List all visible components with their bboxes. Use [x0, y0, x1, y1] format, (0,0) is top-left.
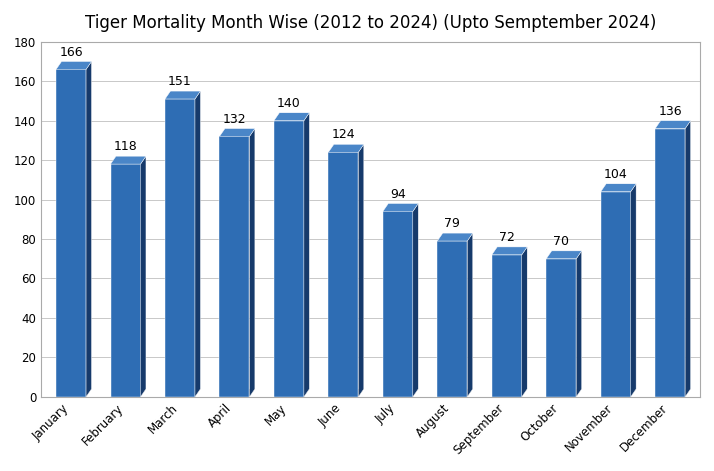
Polygon shape	[655, 121, 690, 129]
Polygon shape	[600, 389, 636, 397]
Polygon shape	[274, 389, 309, 397]
Bar	[492, 255, 522, 397]
Text: 118: 118	[114, 140, 137, 153]
Polygon shape	[165, 389, 201, 397]
Polygon shape	[438, 233, 473, 241]
Bar	[274, 121, 304, 397]
Polygon shape	[195, 91, 201, 397]
Text: 136: 136	[658, 105, 682, 118]
Polygon shape	[438, 389, 473, 397]
Text: 79: 79	[444, 217, 461, 230]
Polygon shape	[249, 129, 255, 397]
Bar	[56, 69, 86, 397]
Polygon shape	[655, 389, 690, 397]
Text: 124: 124	[331, 129, 355, 141]
Polygon shape	[383, 203, 418, 211]
Polygon shape	[383, 389, 418, 397]
Polygon shape	[492, 247, 527, 255]
Polygon shape	[274, 113, 309, 121]
Bar	[328, 152, 358, 397]
Title: Tiger Mortality Month Wise (2012 to 2024) (Upto Semptember 2024): Tiger Mortality Month Wise (2012 to 2024…	[85, 14, 656, 32]
Polygon shape	[328, 144, 364, 152]
Bar	[438, 241, 467, 397]
Polygon shape	[576, 251, 582, 397]
Polygon shape	[165, 91, 201, 99]
Polygon shape	[546, 251, 582, 259]
Bar	[219, 137, 249, 397]
Polygon shape	[328, 389, 364, 397]
Polygon shape	[86, 62, 91, 397]
Bar	[600, 192, 630, 397]
Polygon shape	[56, 389, 91, 397]
Polygon shape	[358, 144, 364, 397]
Text: 166: 166	[59, 46, 83, 58]
Text: 151: 151	[168, 75, 192, 88]
Polygon shape	[413, 203, 418, 397]
Polygon shape	[600, 184, 636, 192]
Bar	[655, 129, 685, 397]
Text: 140: 140	[277, 97, 301, 110]
Polygon shape	[685, 121, 690, 397]
Bar	[111, 164, 141, 397]
Text: 104: 104	[604, 168, 628, 181]
Bar	[383, 211, 413, 397]
Polygon shape	[304, 113, 309, 397]
Polygon shape	[141, 156, 146, 397]
Polygon shape	[522, 247, 527, 397]
Text: 72: 72	[499, 231, 515, 244]
Text: 132: 132	[223, 113, 246, 126]
Polygon shape	[111, 389, 146, 397]
Bar	[546, 259, 576, 397]
Polygon shape	[219, 129, 255, 137]
Polygon shape	[56, 62, 91, 69]
Text: 70: 70	[553, 235, 569, 248]
Polygon shape	[630, 184, 636, 397]
Polygon shape	[492, 389, 527, 397]
Polygon shape	[219, 389, 255, 397]
Polygon shape	[111, 156, 146, 164]
Polygon shape	[546, 389, 582, 397]
Text: 94: 94	[390, 187, 406, 201]
Bar	[165, 99, 195, 397]
Polygon shape	[467, 233, 473, 397]
